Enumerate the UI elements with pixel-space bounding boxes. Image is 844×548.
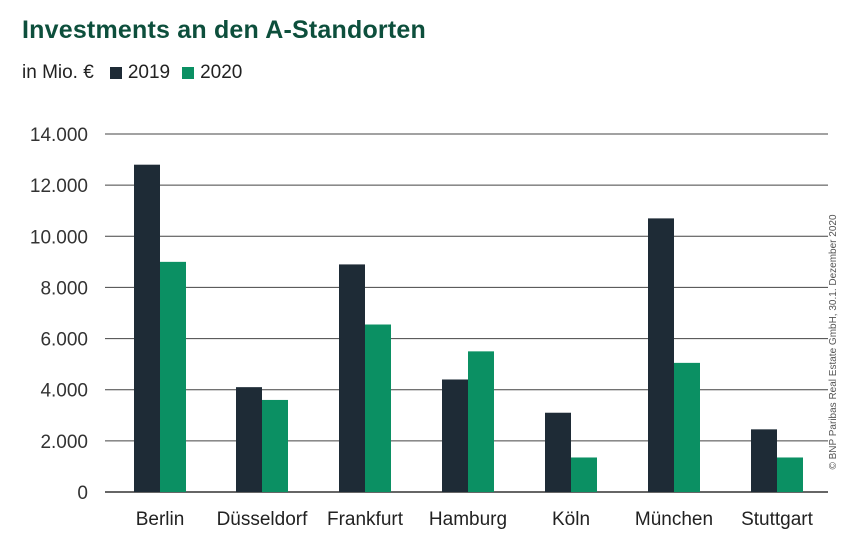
x-tick-label: Stuttgart — [741, 509, 814, 530]
legend-label-2020: 2020 — [200, 62, 243, 83]
bar-2019-hamburg — [442, 379, 468, 492]
bar-2020-frankfurt — [365, 324, 391, 492]
bar-2020-düsseldorf — [262, 399, 288, 492]
chart-legend: in Mio. € 2019 2020 — [22, 62, 254, 84]
y-tick-label: 2.000 — [40, 432, 88, 453]
chart-title: Investments an den A-Standorten — [22, 16, 426, 44]
bar-2019-köln — [545, 412, 571, 492]
y-tick-label: 0 — [77, 483, 88, 504]
y-tick-label: 4.000 — [40, 381, 88, 402]
bar-2020-münchen — [674, 362, 700, 492]
y-tick-label: 8.000 — [40, 278, 88, 299]
x-tick-label: Berlin — [136, 509, 185, 530]
source-credit: © BNP Paribas Real Estate GmbH, 30.1. De… — [828, 214, 839, 470]
bar-2020-köln — [571, 457, 597, 492]
bar-2019-düsseldorf — [236, 387, 262, 492]
legend-entry-2019: 2019 — [109, 62, 171, 84]
y-tick-label: 10.000 — [30, 227, 88, 248]
bar-2020-hamburg — [468, 351, 494, 492]
legend-swatch-2020 — [182, 67, 195, 79]
legend-swatch-2019 — [109, 67, 122, 79]
bar-2019-stuttgart — [751, 429, 777, 492]
bar-2019-frankfurt — [339, 264, 365, 492]
y-tick-label: 14.000 — [30, 125, 88, 146]
x-tick-label: München — [635, 509, 713, 530]
unit-label: in Mio. € — [22, 62, 94, 83]
x-tick-label: Frankfurt — [327, 509, 404, 530]
legend-entry-2020: 2020 — [182, 62, 242, 84]
x-tick-label: Hamburg — [429, 509, 507, 530]
y-tick-label: 12.000 — [30, 176, 88, 197]
y-tick-label: 6.000 — [40, 330, 88, 351]
bar-2019-münchen — [648, 218, 674, 492]
bar-2019-berlin — [134, 164, 160, 492]
x-tick-label: Düsseldorf — [217, 509, 309, 530]
bar-2020-berlin — [160, 261, 186, 492]
bar-2020-stuttgart — [777, 457, 803, 492]
legend-label-2019: 2019 — [127, 62, 171, 83]
x-tick-label: Köln — [552, 509, 590, 530]
